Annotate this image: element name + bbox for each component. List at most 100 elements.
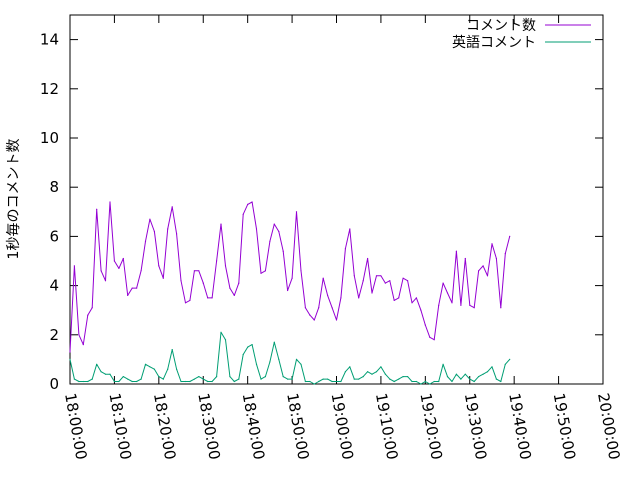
data-point [322,378,324,380]
data-point [78,380,80,383]
data-point [255,363,258,365]
x-tick-label: 18:50:00 [283,392,312,461]
data-point [460,304,462,306]
x-axis: 18:00:00 18:10:00 18:20:00 18:30:00 18:40:00… [61,15,623,461]
data-point [131,380,133,383]
data-point [469,378,471,380]
data-point [407,280,409,282]
data-point [233,294,235,296]
data-point [375,371,378,373]
data-point [229,287,231,289]
data-point [424,324,426,326]
data-point [69,358,71,360]
series-layer [69,201,511,385]
data-point [291,378,293,380]
data-point [153,368,155,370]
data-point [87,380,89,383]
data-point [393,299,395,301]
data-point [358,378,360,380]
data-point [473,380,475,383]
data-point [442,363,444,365]
data-point [167,228,169,230]
data-point [295,358,298,360]
data-point [420,383,422,385]
data-point [500,380,502,383]
data-point [504,253,506,255]
data-point [282,250,284,252]
data-point [167,368,169,370]
data-point [429,383,431,385]
data-point [229,376,231,378]
data-point [273,223,275,225]
legend-label: コメント数 [466,18,536,34]
data-point [87,314,89,316]
data-point [149,366,151,368]
data-point [269,361,271,363]
data-point [162,378,164,380]
data-point [158,376,160,378]
data-point [171,206,173,208]
data-point [278,358,280,360]
data-point [504,363,506,365]
y-tick-label: 0 [49,375,59,393]
data-point [486,371,489,373]
data-point [189,380,191,383]
data-point [140,378,142,380]
data-point [207,297,209,299]
data-point [331,380,333,383]
data-point [96,208,98,210]
data-point [300,270,302,272]
data-point [198,376,200,378]
data-point [251,344,253,346]
data-point [149,218,151,220]
data-point [207,380,209,383]
y-tick-label: 8 [49,178,59,196]
data-point [353,378,355,380]
data-point [318,380,320,383]
y-tick-label: 12 [40,80,59,98]
data-point [478,376,480,378]
data-point [104,373,107,375]
data-point [478,270,480,272]
data-point [402,277,404,279]
data-point [73,378,75,380]
series-2 [69,331,511,385]
data-point [398,297,400,299]
x-tick-label: 19:00:00 [328,392,357,461]
data-point [118,267,120,269]
y-tick-label: 10 [40,129,59,147]
data-point [389,280,391,282]
data-point [69,351,71,353]
data-point [327,378,329,380]
data-point [176,368,178,370]
plot-border [69,14,604,385]
data-point [464,257,466,260]
x-tick-label: 19:40:00 [505,392,534,461]
y-tick-label: 6 [49,227,59,245]
data-point [380,275,382,277]
series-1 [69,201,511,353]
data-point [104,280,107,282]
legend-label: 英語コメント [452,34,536,51]
data-point [202,282,204,284]
data-point [327,294,329,296]
data-point [460,378,462,380]
data-point [260,272,262,274]
data-point [393,380,395,383]
data-point [118,380,120,383]
data-point [247,203,249,205]
data-point [438,304,440,306]
data-point [433,380,435,383]
data-point [242,213,244,215]
series-line-2 [69,331,511,385]
data-point [362,376,364,378]
data-point [109,373,111,375]
data-point [269,240,271,242]
data-point [446,376,449,378]
data-point [176,233,178,235]
data-point [331,307,333,309]
data-point [495,257,497,260]
x-tick-label: 19:30:00 [461,392,490,461]
data-point [340,380,342,383]
